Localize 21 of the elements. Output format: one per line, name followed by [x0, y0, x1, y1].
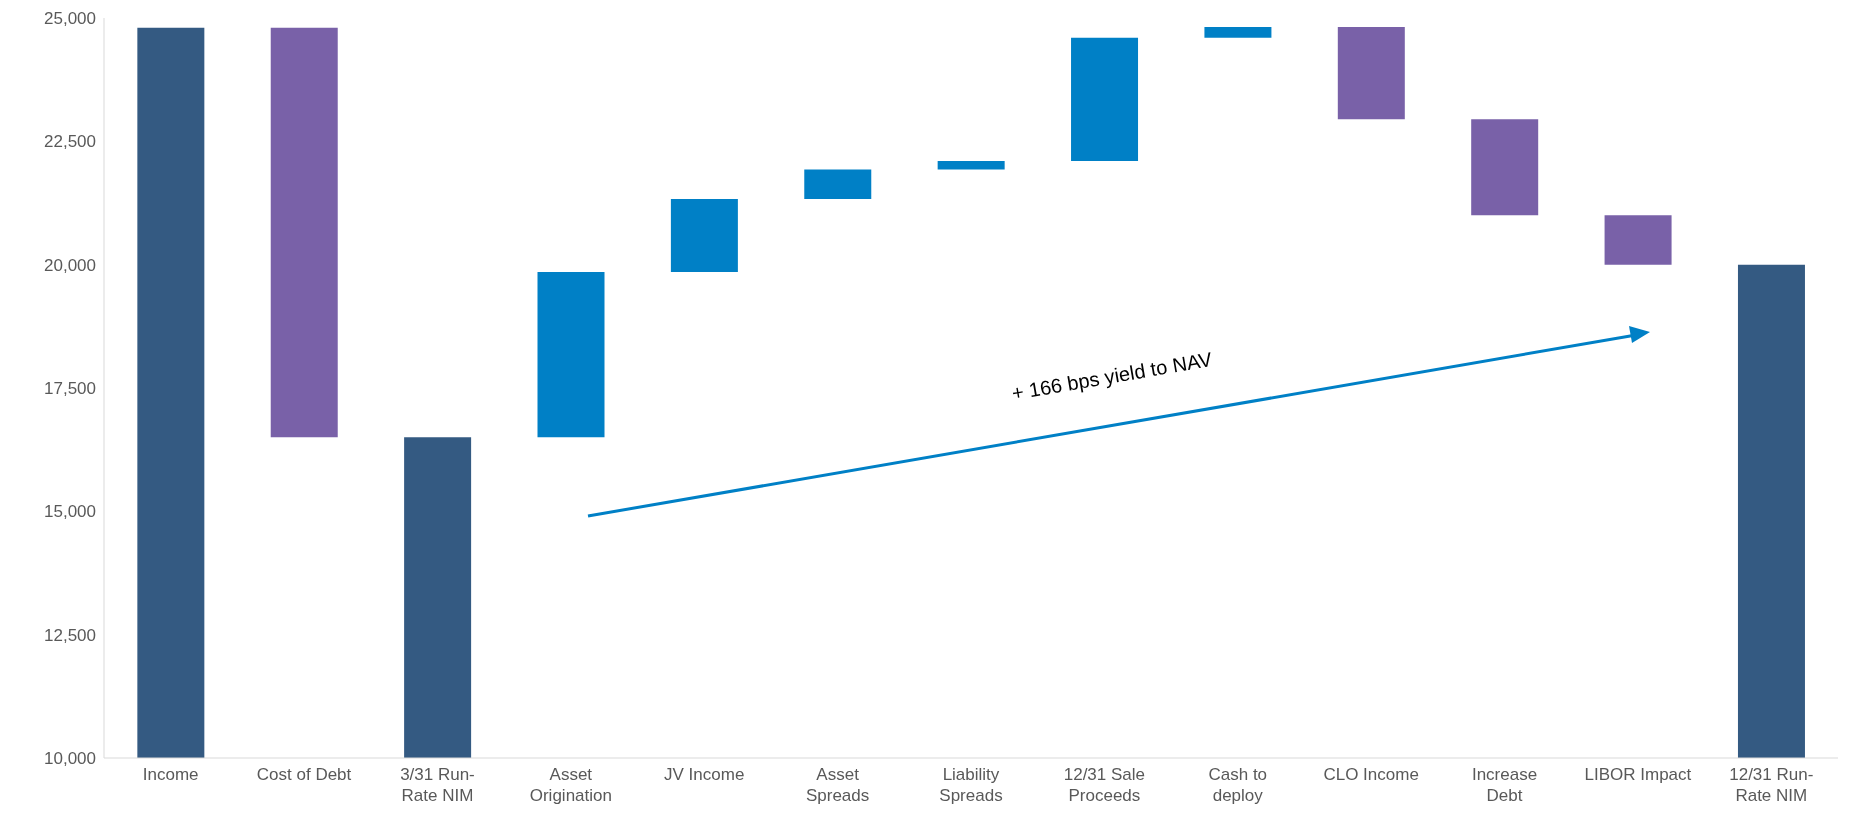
- x-tick-label: Cash to deploy: [1208, 765, 1268, 805]
- x-tick-label: JV Income: [664, 765, 745, 784]
- x-tick-label: 12/31 Sale Proceeds: [1063, 765, 1146, 805]
- y-tick-label: 12,500: [44, 625, 96, 645]
- x-tick-label: 12/31 Run-Rate NIM: [1729, 765, 1814, 805]
- y-tick-label: 10,000: [44, 749, 96, 769]
- y-tick-label: 20,000: [44, 255, 96, 275]
- annotation: + 166 bps yield to NAV: [1010, 347, 1215, 405]
- x-tick-label: LIBOR Impact: [1584, 765, 1692, 784]
- x-tick-label: Asset Spreads: [805, 765, 870, 805]
- y-tick-label: 25,000: [44, 9, 96, 29]
- x-tick-label: Income: [142, 765, 199, 784]
- x-tick-label: Liability Spreads: [939, 765, 1003, 805]
- x-tick-label: Cost of Debt: [256, 765, 352, 784]
- x-tick-label: 3/31 Run-Rate NIM: [400, 765, 475, 805]
- x-tick-label: Increase Debt: [1471, 765, 1538, 805]
- x-tick-label: CLO Income: [1323, 765, 1419, 784]
- y-tick-label: 22,500: [44, 132, 96, 152]
- y-tick-label: 15,000: [44, 502, 96, 522]
- y-tick-label: 17,500: [44, 379, 96, 399]
- x-tick-label: Asset Origination: [529, 765, 612, 805]
